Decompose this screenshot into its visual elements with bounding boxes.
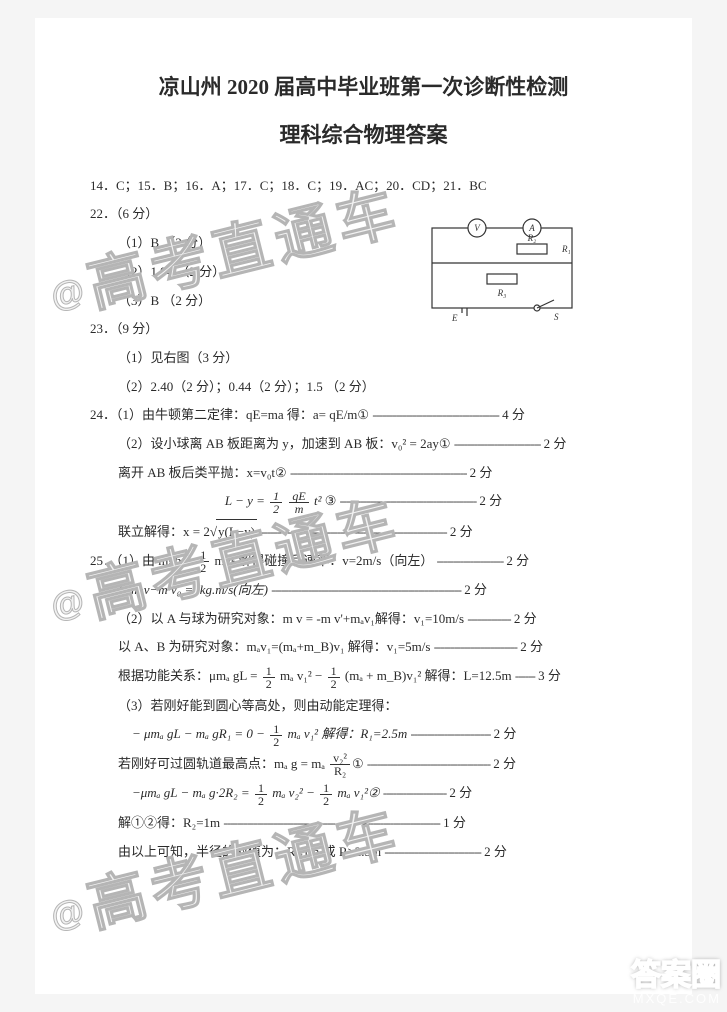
q25-9-post: mₐ v₁²② <box>334 785 380 800</box>
dots: -------------------- <box>437 549 504 574</box>
q24-3-pts: 2 分 <box>470 465 493 480</box>
q24-1-text: 24．（1）由牛顿第二定律：qE=ma 得：a= qE/m① <box>90 407 369 422</box>
q25-7-pts: 2 分 <box>494 726 517 741</box>
q25-3-text: （2）以 A 与球为研究对象：m v = -m v'+mₐv₁解得：v₁=10m… <box>118 611 464 626</box>
q25-4-text: 以 A、B 为研究对象：mₐv₁=(mₐ+m_B)v₁ 解得：v₁=5m/s <box>118 639 430 654</box>
q23-head: 23．（9 分） <box>90 317 637 342</box>
q25-10-pts: 1 分 <box>443 815 466 830</box>
q25-5: 根据功能关系：μmₐ gL = 12 mₐ v₁² − 12 (mₐ + m_B… <box>90 664 637 690</box>
dots: ----------------------------------------… <box>290 461 466 486</box>
q25-9-mid: mₐ v₂² − <box>269 785 318 800</box>
q24-1: 24．（1）由牛顿第二定律：qE=ma 得：a= qE/m① ---------… <box>90 403 637 428</box>
dots: -------------------------- <box>454 432 541 457</box>
q25-11: 由以上可知，半径的取值为：R≤1m 或 R≥2.5m -------------… <box>90 840 637 865</box>
q24-5-sqrt: y(L−y) <box>216 519 257 545</box>
q25-10-text: 解①②得：R₂=1m <box>118 815 220 830</box>
q24-3: 离开 AB 板后类平抛：x=v₀t② ---------------------… <box>90 461 637 486</box>
q22-c: （3）B （2 分） <box>90 289 637 314</box>
q25-8-lab: ① <box>352 756 364 771</box>
dots: ----------------------------- <box>384 840 481 865</box>
dots: ------------------------- <box>434 635 517 660</box>
q25-1-pre: 25．（1）由 mgh = <box>90 553 195 568</box>
q23-a: （1）见右图（3 分） <box>90 346 637 371</box>
q25-7: − μmₐ gL − mₐ gR₁ = 0 − 12 mₐ v₁² 解得：R₁=… <box>90 722 637 748</box>
dots: ------------------------ <box>410 722 490 747</box>
title-line-1: 凉山州 2020 届高中毕业班第一次诊断性检测 <box>90 68 637 108</box>
q25-5-pre: 根据功能关系：μmₐ gL = <box>118 668 261 683</box>
q22-a: （1）B （2 分） <box>90 231 637 256</box>
q22-b: （2）1.94 （2 分） <box>90 260 637 285</box>
content-area: 凉山州 2020 届高中毕业班第一次诊断性检测 理科综合物理答案 14．C；15… <box>90 68 637 864</box>
dots: ----------------------------------------… <box>340 489 477 514</box>
document-page: 凉山州 2020 届高中毕业班第一次诊断性检测 理科综合物理答案 14．C；15… <box>35 18 692 994</box>
q25-8: 若刚好可过圆轨道最高点：mₐ g = mₐ v₂²R₂① -----------… <box>90 752 637 778</box>
q25-1: 25．（1）由 mgh = 12 mv² 解得碰撞后速率：v=2m/s（向左） … <box>90 549 637 575</box>
q25-2-pts: 2 分 <box>464 582 487 597</box>
q24-4-pts: 2 分 <box>479 493 502 508</box>
dots: ------ <box>515 664 535 689</box>
q25-8-pre: 若刚好可过圆轨道最高点：mₐ g = mₐ <box>118 756 328 771</box>
q25-4-pts: 2 分 <box>520 639 543 654</box>
q25-9-pts: 2 分 <box>449 785 472 800</box>
q25-7-post: mₐ v₁² 解得：R₁=2.5m <box>284 726 407 741</box>
q24-4-label: ③ <box>325 493 337 508</box>
dots: ------------- <box>467 607 510 632</box>
dots: ----------------------------------------… <box>260 520 446 545</box>
q25-6: （3）若刚好能到圆心等高处，则由动能定理得： <box>90 694 637 719</box>
q25-11-text: 由以上可知，半径的取值为：R≤1m 或 R≥2.5m <box>118 844 381 859</box>
q25-2-text: I=m·v−m·v₀ =5kg.m/s(向左) <box>118 582 268 597</box>
q24-5-pre: 联立解得：x = 2 <box>118 524 210 539</box>
dots: ------------------- <box>383 781 446 806</box>
q25-1-pts: 2 分 <box>506 553 529 568</box>
corner-text: 答案圈 <box>631 961 721 991</box>
q25-9: −μmₐ gL − mₐ g·2R₂ = 12 mₐ v₂² − 12 mₐ v… <box>90 781 637 807</box>
dots: ----------------------------------------… <box>271 578 461 603</box>
q25-11-pts: 2 分 <box>484 844 507 859</box>
title-line-2: 理科综合物理答案 <box>90 116 637 156</box>
q23-b: （2）2.40（2 分）；0.44（2 分）；1.5 （2 分） <box>90 375 637 400</box>
q25-5-pts: 3 分 <box>538 668 561 683</box>
q25-3-pts: 2 分 <box>514 611 537 626</box>
q24-2-pts: 2 分 <box>544 436 567 451</box>
q25-8-pts: 2 分 <box>493 756 516 771</box>
mcq-answers: 14．C；15．B；16．A；17．C；18．C；19．AC；20．CD；21．… <box>90 174 637 199</box>
q25-7-pre: − μmₐ gL − mₐ gR₁ = 0 − <box>132 726 268 741</box>
corner-watermark: 答案圈 MXQE.COM <box>631 961 721 1006</box>
q24-2: （2）设小球离 AB 板距离为 y，加速到 AB 板：v₀² = 2ay① --… <box>90 432 637 457</box>
q24-5-pts: 2 分 <box>450 524 473 539</box>
dots: ----------------------------------------… <box>223 811 439 836</box>
q25-4: 以 A、B 为研究对象：mₐv₁=(mₐ+m_B)v₁ 解得：v₁=5m/s -… <box>90 635 637 660</box>
q25-5-mid: mₐ v₁² − <box>277 668 326 683</box>
q24-1-pts: 4 分 <box>502 407 525 422</box>
q25-2: I=m·v−m·v₀ =5kg.m/s(向左) ----------------… <box>90 578 637 603</box>
q24-2-text: （2）设小球离 AB 板距离为 y，加速到 AB 板：v₀² = 2ay① <box>118 436 451 451</box>
q25-3: （2）以 A 与球为研究对象：m v = -m v'+mₐv₁解得：v₁=10m… <box>90 607 637 632</box>
q22-head: 22．（6 分） <box>90 202 637 227</box>
q24-5: 联立解得：x = 2√y(L−y) ----------------------… <box>90 519 637 545</box>
q24-3-text: 离开 AB 板后类平抛：x=v₀t② <box>118 465 287 480</box>
corner-url: MXQE.COM <box>631 991 721 1006</box>
q25-1-mid: mv² 解得碰撞后速率：v=2m/s（向左） <box>211 553 433 568</box>
q25-5-mid2: (mₐ + m_B)v₁² 解得：L=12.5m <box>342 668 512 683</box>
q24-4-eq: L − y = 12 qEm t² <box>225 493 325 508</box>
q25-9-pre: −μmₐ gL − mₐ g·2R₂ = <box>132 785 253 800</box>
dots: ------------------------------------- <box>367 752 490 777</box>
q25-10: 解①②得：R₂=1m -----------------------------… <box>90 811 637 836</box>
dots: -------------------------------------- <box>372 403 499 428</box>
q24-4: L − y = 12 qEm t² ③ --------------------… <box>90 489 637 515</box>
